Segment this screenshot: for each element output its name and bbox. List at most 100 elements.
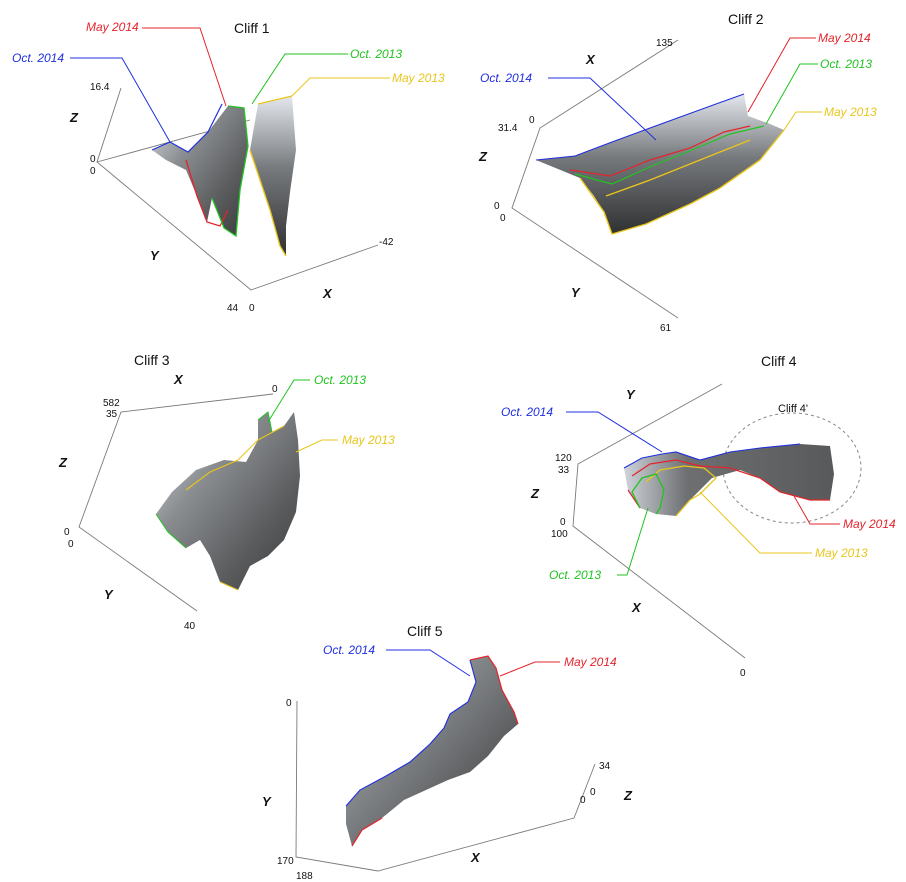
leader-line bbox=[765, 63, 818, 125]
tick-label: 61 bbox=[660, 323, 672, 334]
leader-line bbox=[386, 649, 471, 677]
tick-label: 0 bbox=[64, 527, 70, 538]
axis-box bbox=[572, 383, 746, 659]
leader-line bbox=[617, 507, 649, 576]
tick-label: 0 bbox=[590, 787, 596, 798]
outline-may-2013 bbox=[249, 95, 293, 257]
label-oct-2014: Oct. 2014 bbox=[323, 643, 375, 657]
axis-box bbox=[511, 39, 679, 319]
leader-line bbox=[295, 439, 338, 453]
outline-oct-2014 bbox=[623, 443, 801, 469]
tick-label: -42 bbox=[379, 237, 394, 248]
panel-title: Cliff 1 bbox=[234, 20, 270, 36]
leader-line bbox=[699, 491, 812, 554]
label-may-2013: May 2013 bbox=[824, 105, 877, 119]
tick-label: 0 bbox=[740, 668, 746, 679]
tick-label: 0 bbox=[286, 698, 292, 709]
cliff-surface bbox=[152, 106, 248, 236]
z-axis-label: Z bbox=[530, 486, 540, 501]
cliff-surface bbox=[536, 94, 784, 234]
label-may-2013: May 2013 bbox=[815, 546, 868, 560]
tick-label: 0 bbox=[90, 154, 96, 165]
leader-line bbox=[251, 53, 348, 105]
panel-title: Cliff 4 bbox=[761, 353, 797, 369]
outline-may-2013 bbox=[579, 129, 785, 235]
panel-cliff-5: Cliff 5 0 34 0 0 170 188 Z Y X Oct. 2014… bbox=[262, 623, 633, 882]
panel-cliff-4: Cliff 4 120 33 0 100 0 Y Z X Cliff 4' Oc… bbox=[501, 353, 896, 679]
y-axis-label: Y bbox=[571, 285, 581, 300]
leader-line bbox=[267, 379, 310, 423]
tick-label: 0 bbox=[249, 303, 255, 314]
tick-label: 135 bbox=[656, 38, 673, 49]
tick-label: 0 bbox=[90, 166, 96, 177]
axis-box bbox=[295, 700, 596, 872]
label-may-2013: May 2013 bbox=[342, 433, 395, 447]
outline-may-2014 bbox=[351, 655, 519, 847]
x-axis-label: X bbox=[173, 372, 184, 387]
label-oct-2013: Oct. 2013 bbox=[350, 47, 402, 61]
y-axis-label: Y bbox=[104, 587, 114, 602]
cliff-surface bbox=[250, 96, 296, 256]
y-axis-label: Y bbox=[262, 794, 272, 809]
tick-label: 0 bbox=[529, 115, 535, 126]
x-axis-label: X bbox=[631, 600, 642, 615]
cliff-surface bbox=[346, 656, 518, 846]
label-may-2013: May 2013 bbox=[392, 71, 445, 85]
tick-label: 0 bbox=[560, 517, 566, 528]
z-axis-label: Z bbox=[58, 455, 68, 470]
tick-label: 35 bbox=[106, 409, 118, 420]
leader-line bbox=[783, 111, 822, 131]
leader-line bbox=[566, 411, 663, 453]
outline-oct-2014 bbox=[151, 103, 223, 153]
panel-cliff-3: Cliff 3 582 35 0 0 0 40 X Z Y Oct. 2013 … bbox=[58, 352, 395, 632]
tick-label: 16.4 bbox=[90, 82, 110, 93]
leader-line bbox=[142, 27, 227, 107]
y-axis-label: Y bbox=[626, 387, 636, 402]
x-axis-label: X bbox=[585, 52, 596, 67]
tick-label: 34 bbox=[599, 761, 611, 772]
leader-line bbox=[747, 37, 816, 113]
tick-label: 0 bbox=[580, 795, 586, 806]
label-oct-2014: Oct. 2014 bbox=[501, 405, 553, 419]
outline-may-2014 bbox=[185, 159, 229, 227]
tick-label: 0 bbox=[500, 213, 506, 224]
tick-label: 40 bbox=[184, 621, 196, 632]
label-may-2014: May 2014 bbox=[564, 655, 617, 669]
tick-label: 120 bbox=[555, 453, 572, 464]
outline-oct-2013 bbox=[155, 411, 273, 549]
panel-cliff-2: Cliff 2 135 0 31.4 0 0 61 X Z Y Oct. 201… bbox=[478, 11, 877, 334]
label-oct-2013: Oct. 2013 bbox=[549, 568, 601, 582]
cliff-surface bbox=[624, 444, 834, 516]
tick-label: 582 bbox=[103, 398, 120, 409]
z-axis-label: Z bbox=[623, 788, 633, 803]
tick-label: 100 bbox=[551, 529, 568, 540]
label-oct-2014: Oct. 2014 bbox=[480, 71, 532, 85]
y-axis-label: Y bbox=[150, 248, 160, 263]
label-may-2014: May 2014 bbox=[818, 31, 871, 45]
leader-line bbox=[291, 77, 390, 97]
tick-label: 0 bbox=[494, 201, 500, 212]
tick-label: 188 bbox=[296, 871, 313, 882]
label-may-2014: May 2014 bbox=[86, 20, 139, 34]
panel-title: Cliff 2 bbox=[728, 11, 764, 27]
cliff-4-prime-highlight bbox=[722, 412, 862, 524]
x-axis-label: X bbox=[322, 286, 333, 301]
axis-box bbox=[78, 393, 274, 612]
outline-oct-2014 bbox=[345, 659, 477, 807]
tick-label: 170 bbox=[277, 856, 294, 867]
outline-oct-2013 bbox=[631, 473, 665, 515]
outline-may-2013 bbox=[645, 465, 717, 517]
outline-oct-2013 bbox=[211, 105, 249, 238]
label-oct-2013: Oct. 2013 bbox=[314, 373, 366, 387]
leader-line bbox=[70, 57, 171, 143]
tick-label: 44 bbox=[227, 303, 239, 314]
tick-label: 33 bbox=[558, 465, 570, 476]
outline-oct-2013 bbox=[574, 125, 765, 185]
label-may-2014: May 2014 bbox=[843, 517, 896, 531]
z-axis-label: Z bbox=[478, 149, 488, 164]
leader-line bbox=[548, 77, 657, 141]
cliff-surface bbox=[156, 412, 300, 590]
label-oct-2013: Oct. 2013 bbox=[820, 57, 872, 71]
z-axis-label: Z bbox=[69, 110, 79, 125]
